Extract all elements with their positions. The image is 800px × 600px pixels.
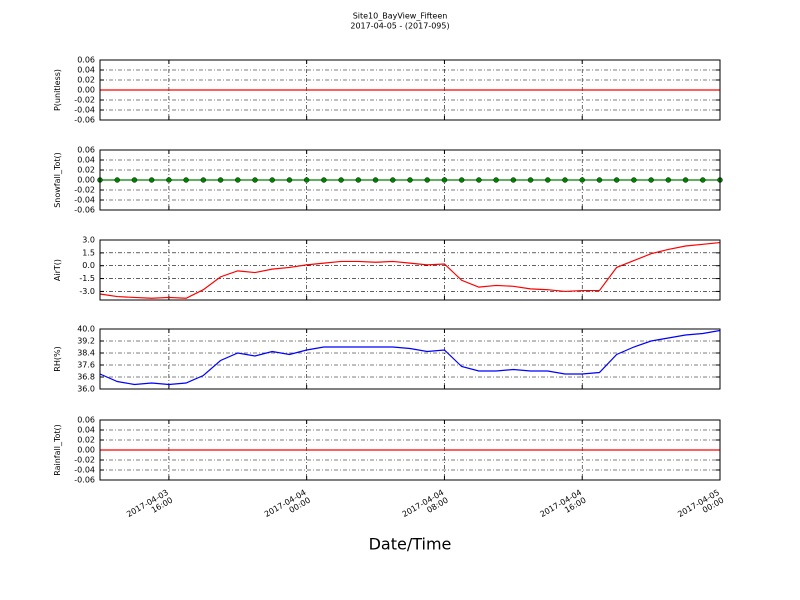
- data-point: [355, 177, 362, 183]
- y-tick-label: -0.02: [74, 456, 95, 465]
- y-tick-label: -0.06: [74, 116, 95, 125]
- y-tick-label: -0.02: [74, 96, 95, 105]
- data-point: [372, 177, 379, 183]
- y-tick-label: 0.02: [77, 166, 95, 175]
- y-tick-label: 0.00: [77, 446, 95, 455]
- chart-subtitle: 2017-04-05 - (2017-095): [350, 22, 449, 31]
- data-point: [458, 177, 465, 183]
- data-point: [665, 177, 672, 183]
- data-point: [200, 177, 207, 183]
- y-tick-label: -1.5: [79, 274, 95, 283]
- y-tick-label: 0.02: [77, 76, 95, 85]
- data-point: [562, 177, 568, 183]
- y-tick-label: 39.2: [77, 337, 95, 346]
- y-axis-label: AirT(): [53, 259, 62, 281]
- y-tick-label: 1.5: [82, 248, 95, 257]
- data-point: [148, 177, 155, 183]
- data-point: [338, 177, 344, 183]
- data-line: [99, 241, 721, 299]
- y-tick-label: -0.02: [74, 186, 95, 195]
- plot-frame: [99, 59, 721, 121]
- data-point: [269, 177, 275, 183]
- y-tick-label: 0.04: [77, 426, 95, 435]
- y-tick-label: 37.6: [77, 361, 95, 370]
- y-tick-label: 36.0: [77, 385, 95, 394]
- x-axis-label: Date/Time: [369, 535, 452, 554]
- y-tick-label: -0.04: [74, 106, 95, 115]
- data-point: [613, 177, 620, 183]
- y-tick-label: 0.06: [77, 56, 95, 65]
- data-point: [407, 177, 413, 183]
- data-point: [252, 177, 258, 183]
- data-point: [545, 177, 551, 183]
- y-axis-label: Snowfall_Tot(): [53, 152, 62, 208]
- y-tick-label: -0.06: [74, 476, 95, 485]
- data-point: [183, 177, 189, 183]
- data-point: [579, 177, 585, 183]
- y-axis-label: P(unitless): [53, 69, 62, 111]
- y-tick-label: -0.04: [74, 196, 95, 205]
- y-tick-label: 0.02: [77, 436, 95, 445]
- y-axis-label: RH(%): [53, 346, 62, 371]
- data-point: [390, 177, 396, 183]
- data-point: [303, 177, 310, 183]
- y-tick-label: 0.04: [77, 66, 95, 75]
- y-tick-label: 0.0: [82, 261, 95, 270]
- data-point: [217, 177, 224, 183]
- y-tick-label: 0.04: [77, 156, 95, 165]
- data-point: [527, 177, 534, 183]
- y-tick-label: 0.06: [77, 146, 95, 155]
- data-point: [131, 177, 138, 183]
- data-point: [114, 177, 120, 183]
- data-point: [424, 177, 430, 183]
- data-point: [700, 177, 706, 183]
- data-point: [631, 177, 637, 183]
- data-point: [441, 177, 448, 183]
- y-tick-label: 0.06: [77, 416, 95, 425]
- data-point: [682, 177, 689, 183]
- data-point: [648, 177, 654, 183]
- plot-frame: [99, 149, 721, 211]
- y-tick-label: -3.0: [79, 287, 95, 296]
- y-tick-label: 0.00: [77, 86, 95, 95]
- plot-frame: [99, 419, 721, 481]
- data-point: [596, 177, 603, 183]
- plot-frame: [99, 239, 721, 301]
- data-point: [493, 177, 499, 183]
- plot-frame: [99, 328, 721, 390]
- y-tick-label: 40.0: [77, 325, 95, 334]
- data-point: [476, 177, 482, 183]
- y-tick-label: 3.0: [82, 236, 95, 245]
- chart-title: Site10_BayView_Fifteen: [353, 12, 448, 21]
- data-point: [321, 177, 327, 183]
- y-tick-label: 38.4: [77, 349, 95, 358]
- data-line: [99, 329, 721, 386]
- data-point: [510, 177, 517, 183]
- data-point: [235, 177, 241, 183]
- data-point: [166, 177, 172, 183]
- y-tick-label: -0.06: [74, 206, 95, 215]
- y-axis-label: Rainfall_Tot(): [53, 424, 62, 476]
- y-tick-label: 36.8: [77, 373, 95, 382]
- data-point: [286, 177, 293, 183]
- y-tick-label: -0.04: [74, 466, 95, 475]
- y-tick-label: 0.00: [77, 176, 95, 185]
